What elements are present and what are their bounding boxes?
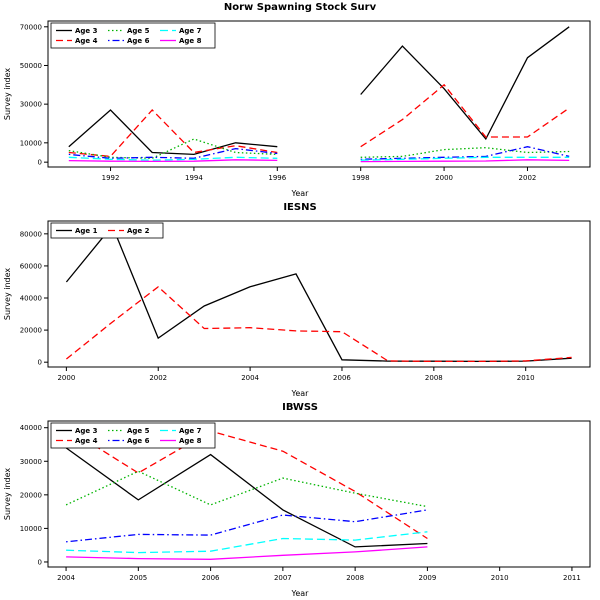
plot-area-ibwss: 0 10000 20000 30000 40000 2004 2005 2006 2007 200… — [3, 420, 591, 598]
svg-text:2008: 2008 — [425, 374, 443, 382]
chart-panel-iesns: IESNS 0 20000 40000 60000 80000 2000 2002 2004 2… — [0, 200, 600, 400]
svg-text:0: 0 — [38, 159, 42, 167]
svg-text:10000: 10000 — [20, 525, 42, 533]
svg-text:2006: 2006 — [333, 374, 351, 382]
svg-text:2010: 2010 — [491, 574, 509, 582]
chart-panel-ibwss: IBWSS 0 10000 20000 30000 40000 2004 2005 2006 2… — [0, 400, 600, 600]
svg-text:2000: 2000 — [57, 374, 75, 382]
svg-text:2005: 2005 — [129, 574, 147, 582]
svg-text:10000: 10000 — [20, 139, 42, 147]
chart-panel-norw-spawning: Norw Spawning Stock Surv 0 10000 30000 5000… — [0, 0, 600, 200]
svg-text:Survey index: Survey index — [3, 68, 12, 121]
svg-text:2008: 2008 — [346, 574, 364, 582]
svg-text:Age 7: Age 7 — [179, 27, 202, 35]
svg-text:80000: 80000 — [20, 230, 42, 238]
svg-text:Year: Year — [291, 189, 310, 198]
svg-text:2011: 2011 — [563, 574, 581, 582]
svg-text:2004: 2004 — [241, 374, 259, 382]
svg-text:Survey index: Survey index — [3, 468, 12, 521]
svg-text:30000: 30000 — [20, 101, 42, 109]
svg-text:40000: 40000 — [20, 295, 42, 303]
svg-text:50000: 50000 — [20, 62, 42, 70]
svg-text:Age 8: Age 8 — [179, 437, 202, 445]
chart-title-ibwss: IBWSS — [282, 402, 318, 413]
svg-text:Age 5: Age 5 — [127, 427, 150, 435]
svg-text:Age 1: Age 1 — [75, 227, 98, 235]
svg-text:0: 0 — [38, 359, 42, 367]
svg-text:Survey index: Survey index — [3, 268, 12, 321]
svg-text:2007: 2007 — [274, 574, 292, 582]
svg-text:Age 6: Age 6 — [127, 37, 150, 45]
svg-text:Age 5: Age 5 — [127, 27, 150, 35]
svg-text:1994: 1994 — [185, 174, 203, 182]
svg-text:60000: 60000 — [20, 262, 42, 270]
svg-text:2002: 2002 — [149, 374, 167, 382]
svg-text:2000: 2000 — [435, 174, 453, 182]
svg-text:Age 4: Age 4 — [75, 437, 98, 445]
chart-title-iesns: IESNS — [283, 202, 317, 213]
svg-text:Age 3: Age 3 — [75, 427, 98, 435]
svg-text:20000: 20000 — [20, 491, 42, 499]
chart-title-norw-spawning: Norw Spawning Stock Surv — [223, 2, 377, 13]
svg-text:20000: 20000 — [20, 327, 42, 335]
svg-text:2004: 2004 — [57, 574, 75, 582]
svg-text:30000: 30000 — [20, 458, 42, 466]
svg-text:Age 8: Age 8 — [179, 37, 202, 45]
svg-text:Age 7: Age 7 — [179, 427, 202, 435]
svg-text:Age 3: Age 3 — [75, 27, 98, 35]
svg-text:2009: 2009 — [418, 574, 436, 582]
svg-text:Age 6: Age 6 — [127, 437, 150, 445]
plot-area-iesns: 0 20000 40000 60000 80000 2000 2002 2004 2006 200… — [3, 220, 591, 398]
svg-text:2006: 2006 — [202, 574, 220, 582]
svg-text:40000: 40000 — [20, 424, 42, 432]
svg-text:Year: Year — [291, 389, 310, 398]
svg-text:2010: 2010 — [517, 374, 535, 382]
svg-text:1998: 1998 — [352, 174, 370, 182]
svg-text:70000: 70000 — [20, 23, 42, 31]
svg-text:Year: Year — [291, 589, 310, 598]
svg-text:0: 0 — [38, 558, 42, 566]
plot-area-norw-spawning: 0 10000 30000 50000 70000 1992 1994 1996 1998 200… — [3, 20, 591, 198]
svg-text:Age 2: Age 2 — [127, 227, 150, 235]
svg-text:2002: 2002 — [519, 174, 537, 182]
svg-text:1992: 1992 — [102, 174, 120, 182]
svg-text:1996: 1996 — [268, 174, 286, 182]
svg-text:Age 4: Age 4 — [75, 37, 98, 45]
